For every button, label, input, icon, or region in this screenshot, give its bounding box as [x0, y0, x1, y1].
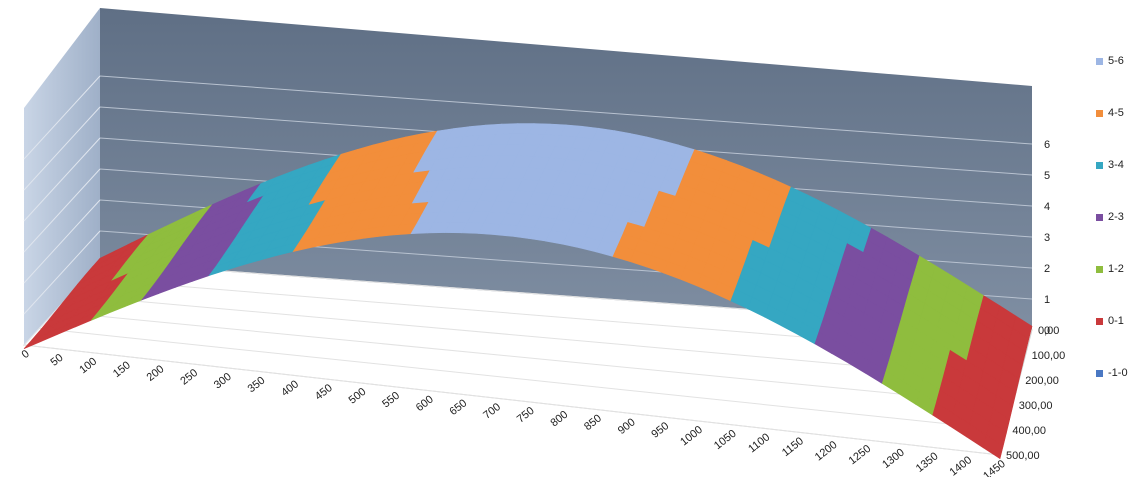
x-tick-label: 200	[145, 363, 167, 384]
x-tick-label: 1250	[847, 443, 874, 468]
y-tick-label: 300,00	[1019, 400, 1053, 412]
x-tick-label: 800	[548, 409, 570, 430]
floor-gridline	[39, 327, 1007, 431]
side-wall	[24, 8, 100, 345]
legend-label: 2-3	[1108, 211, 1124, 223]
legend-item: 2-3	[1096, 210, 1124, 224]
legend-item: 0-1	[1096, 314, 1124, 328]
z-gridline-side	[23, 106, 101, 191]
legend-label: 4-5	[1108, 107, 1124, 119]
z-gridline-side	[23, 137, 101, 222]
z-tick-label: 3	[1044, 232, 1050, 244]
x-tick-label: 50	[49, 352, 66, 369]
legend-label: 3-4	[1108, 159, 1124, 171]
legend-label: 0-1	[1108, 315, 1124, 327]
z-gridline-side	[23, 168, 101, 253]
x-tick-label: 400	[279, 378, 301, 399]
x-tick-label: 1400	[947, 454, 974, 477]
x-tick-label: 500	[347, 386, 369, 407]
legend-item: 4-5	[1096, 106, 1124, 120]
x-tick-label: 1300	[880, 447, 907, 472]
x-tick-label: 300	[212, 371, 234, 392]
x-tick-label: 350	[246, 375, 268, 396]
x-tick-label: 1450	[981, 458, 1008, 477]
y-tick-label: 100,00	[1032, 350, 1066, 362]
z-tick-label: 1	[1044, 294, 1050, 306]
x-tick-label: 1050	[712, 428, 739, 453]
legend-swatch	[1096, 161, 1103, 169]
legend-swatch	[1096, 109, 1103, 117]
legend-swatch	[1096, 369, 1103, 377]
z-tick-label: 5	[1044, 170, 1050, 182]
legend-item: 3-4	[1096, 158, 1124, 172]
x-tick-label: 750	[515, 405, 537, 426]
z-gridline-side	[23, 230, 101, 315]
legend-label: 1-2	[1108, 263, 1124, 275]
z-gridline-side	[23, 199, 101, 284]
x-tick-label: 450	[313, 382, 335, 403]
z-tick-label: 4	[1044, 201, 1050, 213]
x-tick-label: 1150	[780, 435, 806, 459]
x-tick-label: 250	[178, 367, 200, 388]
y-tick-label: 500,00	[1006, 450, 1040, 462]
legend-label: -1-0	[1108, 367, 1128, 379]
y-tick-label: 400,00	[1012, 425, 1046, 437]
surface-plot	[23, 123, 1033, 460]
x-tick-label: 150	[111, 359, 133, 380]
y-tick-label: 200,00	[1025, 375, 1059, 387]
x-tick-label: 850	[582, 412, 604, 433]
x-tick-label: 550	[380, 390, 402, 411]
x-tick-label: 1200	[813, 439, 840, 464]
z-gridline-side	[23, 75, 101, 160]
z-gridline	[99, 75, 1033, 145]
legend-item: 1-2	[1096, 262, 1124, 276]
z-tick-label: 2	[1044, 263, 1050, 275]
x-tick-label: 1100	[746, 431, 772, 455]
x-tick-label: 0	[20, 348, 32, 361]
legend-label: 5-6	[1108, 55, 1124, 67]
legend-item: 5-6	[1096, 54, 1124, 68]
legend-swatch	[1096, 317, 1103, 325]
x-tick-label: 100	[77, 356, 99, 377]
legend-swatch	[1096, 265, 1103, 273]
y-tick-label: 0,00	[1038, 325, 1059, 337]
legend-swatch	[1096, 57, 1103, 65]
z-tick-label: 0	[1044, 325, 1050, 337]
x-tick-label: 1350	[914, 450, 941, 475]
x-tick-label: 1000	[678, 424, 705, 449]
x-tick-label: 900	[616, 416, 638, 437]
legend-item: -1-0	[1096, 366, 1128, 380]
x-tick-label: 600	[414, 393, 436, 414]
surface-patch	[982, 434, 1004, 460]
x-tick-label: 700	[481, 401, 503, 422]
z-tick-label: 6	[1044, 139, 1050, 151]
floor-gridline	[54, 311, 1013, 406]
x-tick-label: 650	[447, 397, 469, 418]
floor-gridline	[23, 344, 1001, 456]
x-tick-label: 950	[649, 420, 671, 441]
legend-swatch	[1096, 213, 1103, 221]
